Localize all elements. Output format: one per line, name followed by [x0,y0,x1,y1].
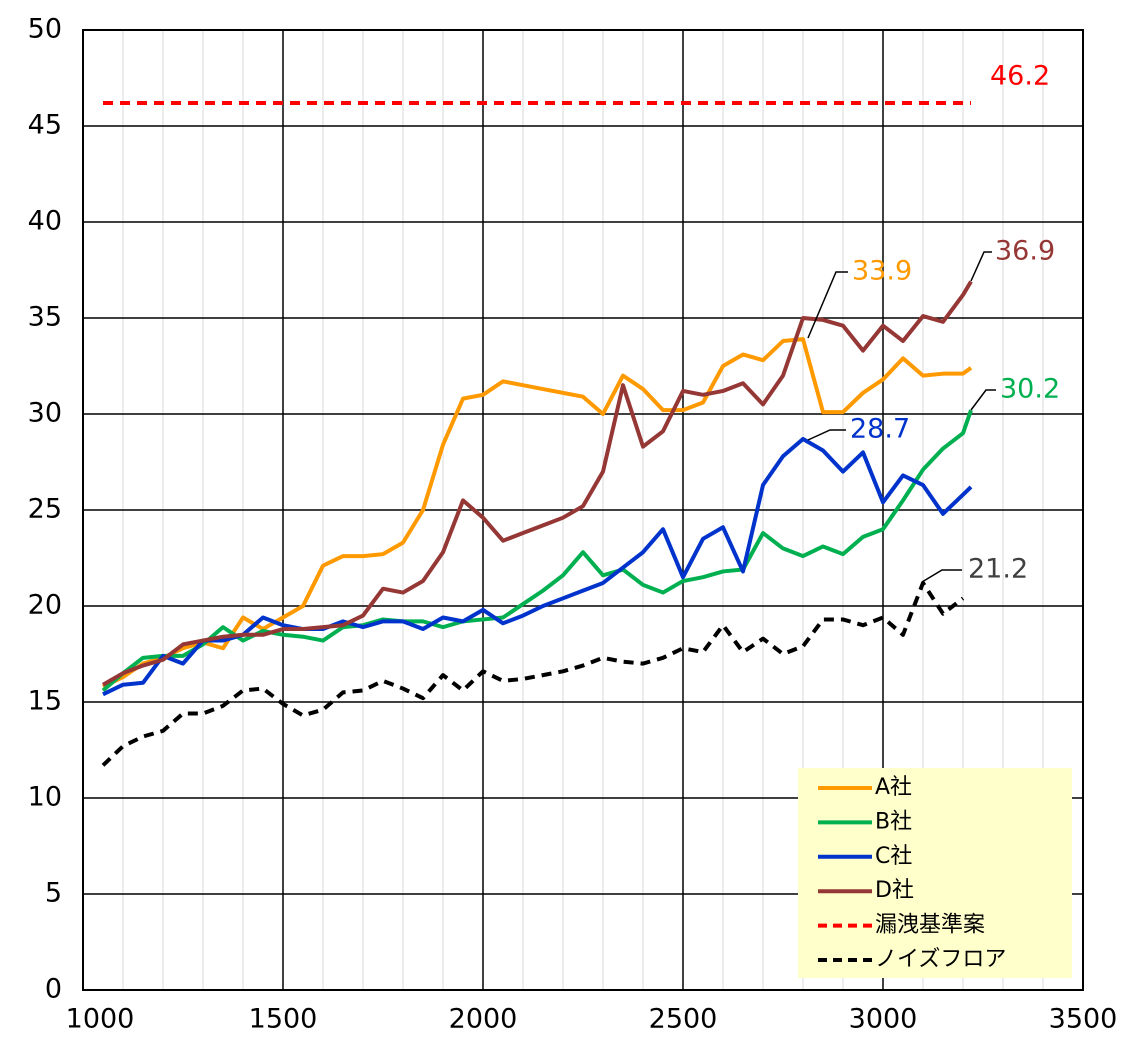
y-tick-label: 30 [28,398,62,429]
x-tick-label: 1000 [66,1004,135,1035]
y-tick-label: 25 [28,494,62,525]
label-leader [970,389,996,411]
y-tick-label: 10 [28,782,62,813]
plot-border [82,29,1084,991]
legend-label: C社 [875,844,912,869]
data-label: 21.2 [968,554,1028,585]
legend-label: A社 [875,775,912,800]
data-label: 46.2 [990,61,1050,92]
y-tick-label: 50 [28,14,62,45]
series-line [101,409,973,692]
x-tick-label: 1500 [249,1004,318,1035]
data-label: 33.9 [852,256,912,287]
y-tick-label: 5 [45,878,62,909]
label-leader [807,429,846,441]
y-tick-label: 15 [28,686,62,717]
x-tick-label: 3500 [1049,1004,1118,1035]
legend-label: B社 [875,809,912,834]
y-tick-label: 0 [45,974,62,1005]
label-leader [921,569,962,583]
data-label: 28.7 [850,414,910,445]
legend-label: ノイズフロア [875,947,1006,972]
legend-box [798,768,1072,978]
x-tick-label: 3000 [849,1004,918,1035]
series-line [102,280,973,687]
series-line [101,580,965,767]
data-label: 30.2 [1000,374,1060,405]
legend-label: 漏洩基準案 [875,913,985,938]
series-line [102,436,973,697]
y-tick-label: 45 [28,110,62,141]
series-line [102,337,973,689]
y-tick-label: 20 [28,590,62,621]
data-label: 36.9 [995,236,1055,267]
label-leader [970,251,992,282]
y-tick-label: 40 [28,206,62,237]
x-tick-label: 2500 [649,1004,718,1035]
x-tick-label: 2000 [449,1004,518,1035]
legend-label: D社 [875,878,914,903]
label-leader [807,271,848,339]
y-tick-label: 35 [28,302,62,333]
